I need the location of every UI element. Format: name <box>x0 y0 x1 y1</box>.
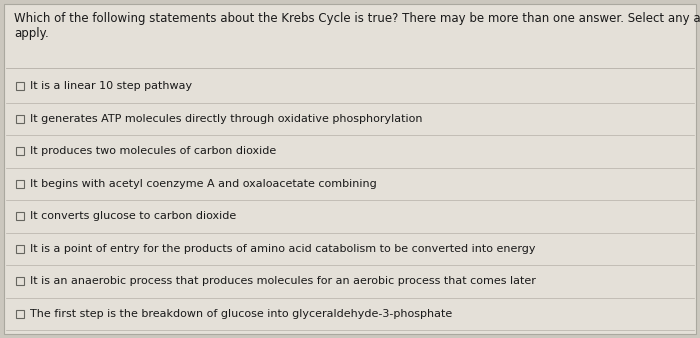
Bar <box>16 180 24 188</box>
Bar <box>16 115 24 123</box>
Bar <box>16 147 24 155</box>
Text: It is a point of entry for the products of amino acid catabolism to be converted: It is a point of entry for the products … <box>30 244 536 254</box>
Text: It converts glucose to carbon dioxide: It converts glucose to carbon dioxide <box>30 211 237 221</box>
Text: It is an anaerobic process that produces molecules for an aerobic process that c: It is an anaerobic process that produces… <box>30 276 536 286</box>
Bar <box>16 277 24 285</box>
Bar <box>16 212 24 220</box>
Bar <box>16 310 24 318</box>
Text: It begins with acetyl coenzyme A and oxaloacetate combining: It begins with acetyl coenzyme A and oxa… <box>30 179 377 189</box>
Text: Which of the following statements about the Krebs Cycle is true? There may be mo: Which of the following statements about … <box>14 12 700 40</box>
Bar <box>16 82 24 90</box>
Text: The first step is the breakdown of glucose into glyceraldehyde-3-phosphate: The first step is the breakdown of gluco… <box>30 309 452 319</box>
Text: It produces two molecules of carbon dioxide: It produces two molecules of carbon diox… <box>30 146 277 156</box>
Bar <box>16 245 24 253</box>
Text: It is a linear 10 step pathway: It is a linear 10 step pathway <box>30 81 192 91</box>
Text: It generates ATP molecules directly through oxidative phosphorylation: It generates ATP molecules directly thro… <box>30 114 423 124</box>
